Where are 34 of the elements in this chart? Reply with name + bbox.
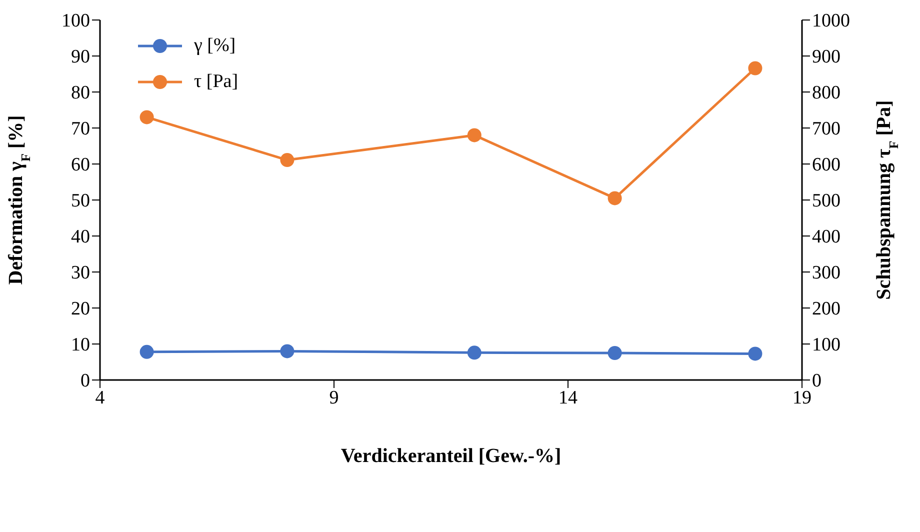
y2-tick-label: 100 — [812, 334, 840, 356]
legend-label: γ [%] — [194, 35, 236, 57]
y-tick-label: 90 — [71, 46, 90, 68]
y-tick-label: 40 — [71, 226, 90, 248]
point — [608, 191, 622, 206]
y2-tick-label: 700 — [812, 118, 840, 140]
y-tick-label: 0 — [80, 370, 90, 392]
y-tick-label: 20 — [71, 298, 90, 320]
y2-tick-label: 400 — [812, 226, 840, 248]
y2-tick-label: 800 — [812, 82, 840, 104]
legend-label: τ [Pa] — [194, 71, 238, 93]
y-tick-label: 100 — [62, 10, 90, 32]
x-tick-label: 19 — [792, 387, 812, 408]
y2-tick-label: 500 — [812, 190, 840, 212]
x-axis-title: Verdickeranteil [Gew.-%] — [340, 445, 562, 467]
y-tick-label: 30 — [71, 262, 90, 284]
y-tick-label: 70 — [71, 118, 90, 140]
y2-tick-label: 1000 — [812, 10, 850, 32]
x-tick-label: 9 — [329, 387, 339, 408]
y2-tick-label: 600 — [812, 154, 840, 176]
point — [140, 110, 154, 124]
x-tick-label: 4 — [95, 387, 106, 408]
y-tick-label: 60 — [71, 154, 90, 176]
x-tick-label: 14 — [558, 387, 578, 408]
y-tick-label: 50 — [71, 190, 90, 212]
y2-tick-label: 900 — [812, 46, 840, 68]
y-tick-label: 10 — [71, 334, 90, 356]
point — [748, 61, 762, 76]
point — [280, 153, 294, 168]
y-tick-label: 80 — [71, 82, 90, 104]
point — [467, 128, 482, 142]
y2-tick-label: 300 — [812, 262, 840, 284]
y2-tick-label: 0 — [812, 370, 822, 392]
y2-tick-label: 200 — [812, 298, 840, 320]
